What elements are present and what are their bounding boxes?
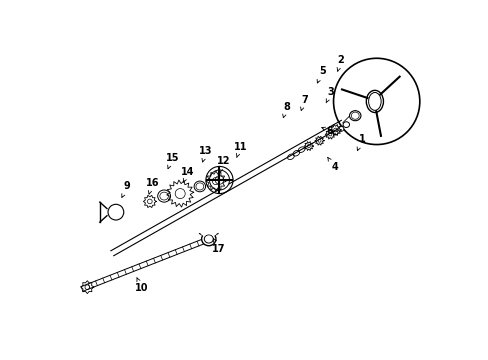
Text: 14: 14 [181,167,194,183]
Text: 16: 16 [145,178,159,194]
Text: 4: 4 [327,157,337,172]
Text: 11: 11 [233,142,246,158]
Ellipse shape [337,126,343,131]
Text: 15: 15 [165,153,179,169]
Text: 13: 13 [199,146,212,162]
Text: 9: 9 [122,181,130,197]
Text: 12: 12 [217,157,230,172]
Circle shape [209,170,229,190]
Ellipse shape [366,90,383,112]
Text: 17: 17 [212,238,225,253]
Ellipse shape [349,111,360,121]
Text: 3: 3 [325,87,334,103]
Ellipse shape [332,131,337,135]
Ellipse shape [343,122,349,127]
Text: 5: 5 [317,66,325,83]
Text: 8: 8 [282,102,289,118]
Text: 6: 6 [321,126,332,136]
Text: 1: 1 [356,134,365,150]
Text: 2: 2 [336,55,344,71]
Text: 10: 10 [135,278,148,293]
Text: 7: 7 [300,95,307,111]
Ellipse shape [201,232,216,246]
